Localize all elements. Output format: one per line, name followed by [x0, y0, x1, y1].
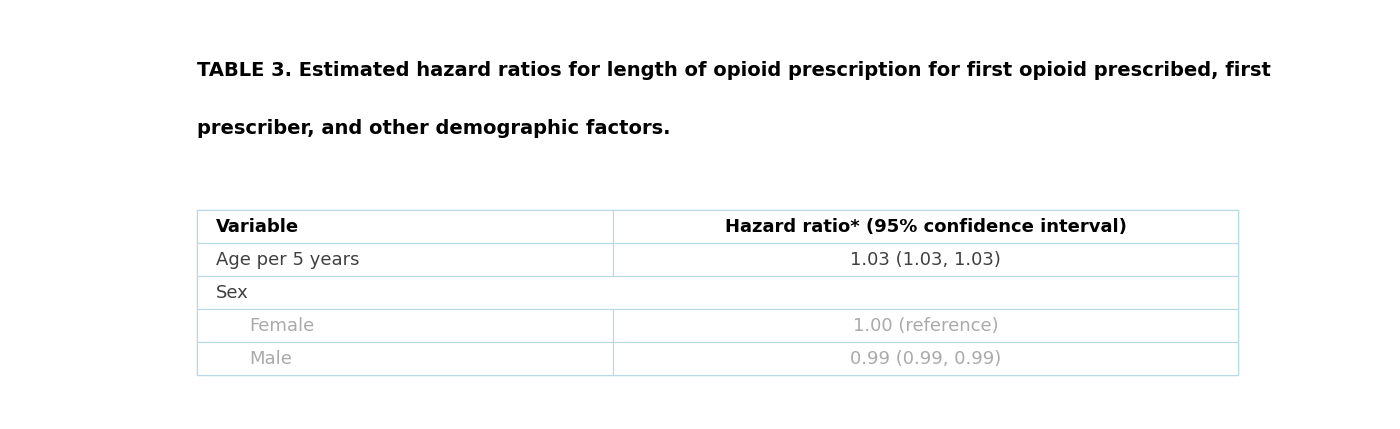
Bar: [613, 342, 1238, 375]
Text: Estimated hazard ratios for length of opioid prescription for first opioid presc: Estimated hazard ratios for length of op…: [291, 61, 1271, 80]
Text: prescriber, and other demographic factors.: prescriber, and other demographic factor…: [196, 119, 671, 138]
Bar: [196, 210, 613, 243]
Text: Female: Female: [249, 317, 314, 335]
Text: Age per 5 years: Age per 5 years: [216, 251, 360, 269]
Text: TABLE 3.: TABLE 3.: [196, 61, 291, 80]
Bar: [613, 210, 1238, 243]
Bar: [196, 309, 613, 342]
Text: 0.99 (0.99, 0.99): 0.99 (0.99, 0.99): [850, 350, 1001, 368]
Bar: [196, 243, 613, 276]
Bar: [196, 342, 613, 375]
Bar: [196, 210, 1238, 375]
Text: 1.00 (reference): 1.00 (reference): [853, 317, 998, 335]
Bar: [613, 243, 1238, 276]
Bar: [196, 276, 1238, 309]
Text: Hazard ratio* (95% confidence interval): Hazard ratio* (95% confidence interval): [725, 218, 1127, 236]
Text: Variable: Variable: [216, 218, 300, 236]
Bar: [613, 309, 1238, 342]
Text: Male: Male: [249, 350, 291, 368]
Text: 1.03 (1.03, 1.03): 1.03 (1.03, 1.03): [850, 251, 1001, 269]
Text: Sex: Sex: [216, 284, 249, 302]
